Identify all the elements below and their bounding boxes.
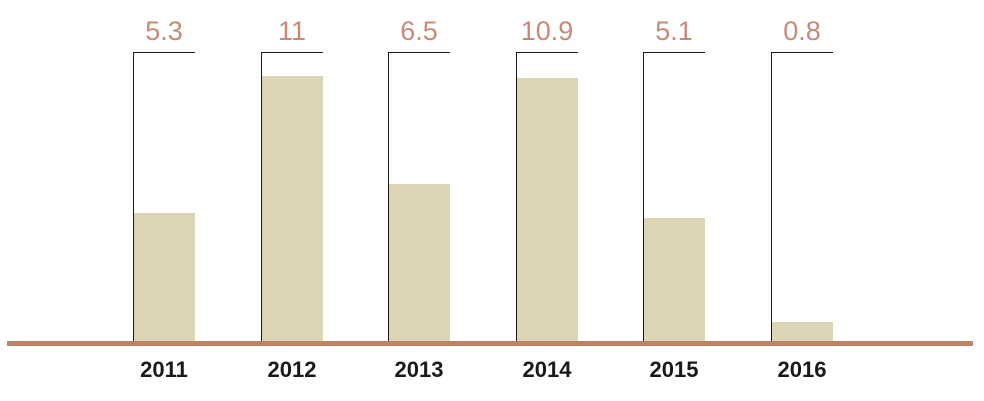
category-group-2016: 0.8 2016 (771, 0, 833, 401)
bar-2014 (517, 78, 578, 341)
value-label-2016: 0.8 (783, 16, 821, 46)
value-label-2015: 5.1 (655, 16, 693, 46)
bar-2016 (772, 322, 833, 341)
bar-2015 (644, 218, 705, 341)
bar-2013 (389, 184, 450, 341)
category-group-2011: 5.3 2011 (133, 0, 195, 401)
category-group-2012: 11 2012 (261, 0, 323, 401)
axis-frame-2016 (771, 52, 833, 341)
axis-frame-2012 (261, 52, 323, 341)
bar-2012 (262, 76, 323, 341)
value-label-2013: 6.5 (400, 16, 438, 46)
axis-frame-2011 (133, 52, 195, 341)
category-group-2014: 10.9 2014 (516, 0, 578, 401)
x-axis-line (7, 341, 973, 346)
x-tick-2016: 2016 (777, 357, 827, 382)
x-tick-2015: 2015 (649, 357, 699, 382)
category-group-2015: 5.1 2015 (643, 0, 705, 401)
x-tick-2013: 2013 (394, 357, 444, 382)
axis-frame-2015 (643, 52, 705, 341)
x-tick-2011: 2011 (140, 357, 188, 382)
value-label-2012: 11 (277, 16, 307, 46)
category-group-2013: 6.5 2013 (388, 0, 450, 401)
value-label-2014: 10.9 (520, 16, 574, 46)
axis-frame-2013 (388, 52, 450, 341)
x-tick-2012: 2012 (267, 357, 317, 382)
bar-2011 (134, 213, 195, 341)
x-tick-2014: 2014 (522, 357, 572, 382)
value-label-2011: 5.3 (145, 16, 183, 46)
axis-frame-2014 (516, 52, 578, 341)
